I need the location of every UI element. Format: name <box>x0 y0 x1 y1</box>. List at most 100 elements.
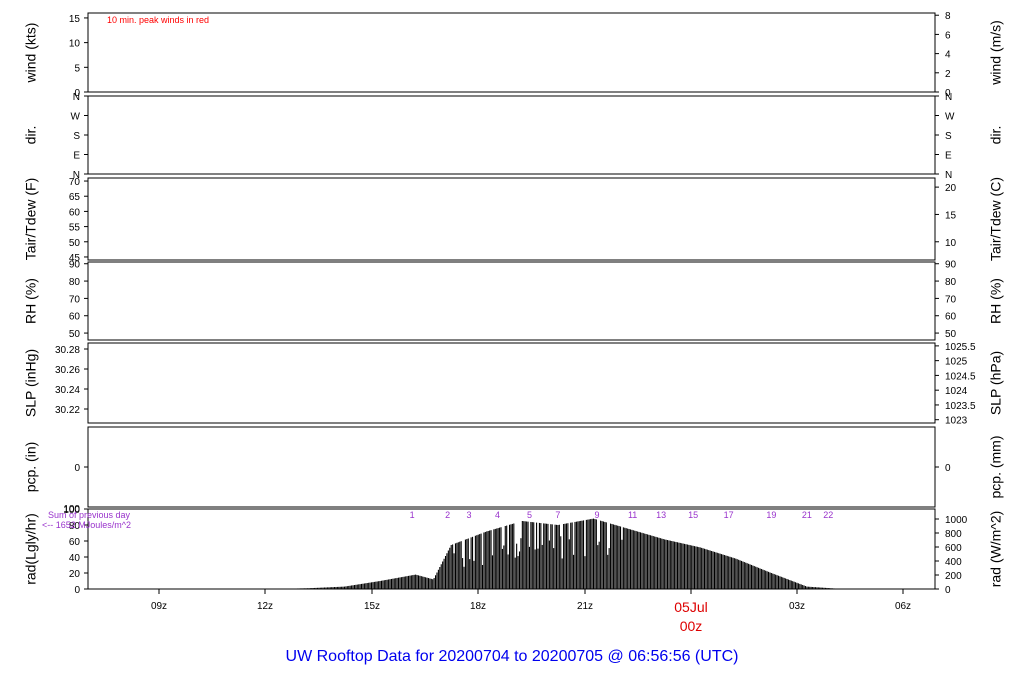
time-axis-tick-label: 18z <box>470 601 486 612</box>
panel-rad-left-tick-label: 60 <box>69 537 81 548</box>
panel-temp-left-tick-label: 70 <box>69 177 81 188</box>
panel-pcp-left-label: pcp. (in) <box>23 442 39 493</box>
rad-marker: 5 <box>527 510 532 520</box>
time-axis-tick-label: 06z <box>895 601 911 612</box>
rad-top-label: 100 <box>63 504 80 515</box>
panel-rh-left-tick-label: 70 <box>69 294 81 305</box>
panel-rad-right-tick-label: 800 <box>945 529 962 540</box>
panel-wind-left-tick-label: 0 <box>74 88 80 99</box>
panel-slp-left-tick-label: 30.28 <box>55 345 80 356</box>
panel-pcp-frame <box>87 426 936 508</box>
panel-temp-right-tick-label: 20 <box>945 183 957 194</box>
panel-rad-left-tick-label: 80 <box>69 521 81 532</box>
panel-temp-right-tick-label: 15 <box>945 210 957 221</box>
panel-rh-right-tick-label: 70 <box>945 294 957 305</box>
panel-rh-right-tick-label: 80 <box>945 277 957 288</box>
panel-slp-left-tick-label: 30.22 <box>55 405 80 416</box>
panel-dir-left-tick-label: S <box>73 131 80 142</box>
panel-temp-left-label: Tair/Tdew (F) <box>23 178 39 260</box>
rad-marker: 22 <box>823 510 833 520</box>
panel-rh-right-tick-label: 60 <box>945 312 957 323</box>
time-axis-date-label: 05Jul <box>674 599 707 615</box>
panel-rad-right-tick-label: 400 <box>945 557 962 568</box>
panel-rh-left-tick-label: 80 <box>69 277 81 288</box>
panel-dir-right-label: dir. <box>988 126 1004 145</box>
panel-temp-left-tick-label: 65 <box>69 192 81 203</box>
rad-marker: 4 <box>495 510 500 520</box>
panel-pcp-right-tick-label: 0 <box>945 463 951 474</box>
panel-rad-right-tick-label: 200 <box>945 571 962 582</box>
panel-temp-left-tick-label: 50 <box>69 238 81 249</box>
panel-slp-right-tick-label: 1024 <box>945 386 968 397</box>
panel-rh-right-tick-label: 90 <box>945 260 957 271</box>
rad-marker: 11 <box>628 510 637 520</box>
panel-wind-right-tick-label: 4 <box>945 50 951 61</box>
panel-rad-left-label: rad(Lgly/hr) <box>23 513 39 585</box>
panel-wind-right-tick-label: 0 <box>945 88 951 99</box>
panel-wind-frame <box>87 12 936 93</box>
panel-slp-left-label: SLP (inHg) <box>23 349 39 417</box>
panel-slp-right-tick-label: 1023 <box>945 416 968 427</box>
panel-slp-right-tick-label: 1025 <box>945 357 968 368</box>
panel-wind-left-tick-label: 15 <box>69 14 81 25</box>
panel-dir-frame <box>87 95 936 175</box>
time-axis-hour-label: 00z <box>680 618 703 634</box>
panel-pcp-right-label: pcp. (mm) <box>988 436 1004 499</box>
panel-dir-right-tick-label: W <box>945 112 955 123</box>
panel-rh-right-tick-label: 50 <box>945 329 957 340</box>
panel-wind-left-label: wind (kts) <box>23 23 39 84</box>
rad-marker: 3 <box>466 510 471 520</box>
panel-dir-right-tick-label: N <box>945 170 952 181</box>
panel-slp-frame <box>87 342 936 424</box>
chart-title: UW Rooftop Data for 20200704 to 20200705… <box>285 648 739 665</box>
panel-slp-right-label: SLP (hPa) <box>988 351 1004 415</box>
rad-sum-annotation: Sum of previous day <box>48 510 131 520</box>
panel-rad-right-tick-label: 1000 <box>945 515 968 526</box>
panel-dir-left-tick-label: N <box>73 92 80 103</box>
panel-wind-right-tick-label: 8 <box>945 11 951 22</box>
panel-slp-right-tick-label: 1025.5 <box>945 342 976 353</box>
rad-marker: 2 <box>445 510 450 520</box>
panel-dir-left-label: dir. <box>23 126 39 145</box>
panel-rh-frame <box>87 261 936 341</box>
panel-rad-left-tick-label: 0 <box>74 585 80 596</box>
time-axis-tick-label: 15z <box>364 601 380 612</box>
rad-sum-value: <-- 1652 MJoules/m^2 <box>42 520 131 530</box>
panel-temp-left-tick-label: 60 <box>69 207 81 218</box>
panel-dir-left-tick-label: N <box>73 170 80 181</box>
wind-peak-annotation: 10 min. peak winds in red <box>107 15 209 25</box>
panel-dir-left-tick-label: E <box>73 151 80 162</box>
panel-rad-right-label: rad (W/m^2) <box>988 511 1004 588</box>
panel-slp-left-tick-label: 30.24 <box>55 385 80 396</box>
panel-rh-left-tick-label: 60 <box>69 312 81 323</box>
rad-marker: 15 <box>688 510 698 520</box>
panel-rad-left-tick-label: 100 <box>63 505 80 516</box>
panel-slp-right-tick-label: 1023.5 <box>945 401 976 412</box>
panel-dir-left-tick-label: W <box>71 112 81 123</box>
rad-marker: 9 <box>595 510 600 520</box>
rad-marker: 7 <box>555 510 560 520</box>
panel-rad-right-tick-label: 0 <box>945 585 951 596</box>
rad-marker: 21 <box>802 510 812 520</box>
panel-wind-left-tick-label: 5 <box>74 63 80 74</box>
panel-dir-right-tick-label: N <box>945 92 952 103</box>
panel-rad-right-tick-label: 600 <box>945 543 962 554</box>
panel-temp-left-tick-label: 45 <box>69 253 81 264</box>
time-axis-tick-label: 12z <box>257 601 273 612</box>
time-axis-tick-label: 09z <box>151 601 167 612</box>
panel-dir-right-tick-label: E <box>945 151 952 162</box>
panel-slp-left-tick-label: 30.26 <box>55 365 80 376</box>
panel-rh-left-tick-label: 90 <box>69 260 81 271</box>
panel-slp-right-tick-label: 1024.5 <box>945 371 976 382</box>
panel-rh-left-label: RH (%) <box>23 278 39 324</box>
time-axis-tick-label: 21z <box>577 601 593 612</box>
rad-marker: 1 <box>410 510 415 520</box>
panel-rh-left-tick-label: 50 <box>69 329 81 340</box>
rad-marker: 13 <box>656 510 666 520</box>
panel-rad-left-tick-label: 20 <box>69 569 81 580</box>
rad-marker: 19 <box>766 510 776 520</box>
rad-marker: 17 <box>724 510 734 520</box>
panel-temp-frame <box>87 177 936 261</box>
panel-wind-right-tick-label: 2 <box>945 69 951 80</box>
